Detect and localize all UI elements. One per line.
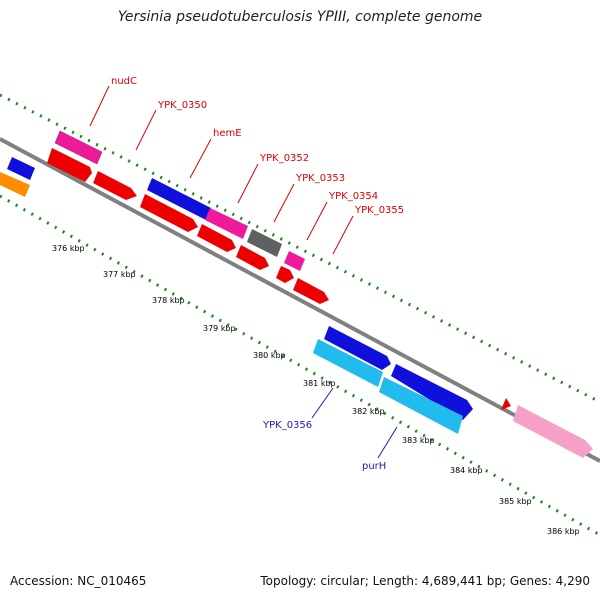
leader-line — [273, 183, 295, 223]
leader-line — [89, 85, 110, 127]
leader-line — [237, 163, 259, 204]
gene-label-ypk-0352[interactable]: YPK_0352 — [259, 153, 309, 164]
tick-label: 382 kbp — [352, 407, 385, 416]
topology-text: Topology: circular; Length: 4,689,441 bp… — [260, 574, 590, 588]
gene-arrow-red[interactable] — [47, 148, 92, 182]
gene-arrow-red[interactable] — [293, 278, 329, 304]
leader-line — [306, 201, 328, 241]
genome-backbone — [0, 137, 600, 463]
gene-arrow-gray[interactable] — [247, 229, 282, 257]
gene-label-ypk-0354[interactable]: YPK_0354 — [328, 191, 378, 202]
gene-arrow-orange[interactable] — [0, 172, 30, 197]
gene-arrows-middle — [0, 148, 511, 410]
gene-label-ypk-0353[interactable]: YPK_0353 — [295, 173, 345, 184]
gene-arrows-lower — [313, 326, 593, 458]
gene-label-purh[interactable]: purH — [362, 461, 386, 472]
accession-text: Accession: NC_010465 — [10, 574, 147, 588]
gene-arrow-red[interactable] — [197, 224, 236, 252]
leader-line — [189, 138, 212, 179]
gene-label-ypk-0355[interactable]: YPK_0355 — [354, 205, 404, 216]
tick-label: 381 kbp — [303, 379, 336, 388]
outer-tick-track — [0, 93, 600, 404]
gene-arrow-red[interactable] — [501, 398, 511, 410]
page-title: Yersinia pseudotuberculosis YPIII, compl… — [117, 9, 483, 25]
leader-line — [135, 109, 157, 151]
leader-line — [377, 426, 398, 459]
tick-label: 384 kbp — [450, 466, 483, 475]
tick-label: 376 kbp — [52, 244, 85, 253]
tick-label: 379 kbp — [203, 324, 236, 333]
gene-arrow-blue[interactable] — [324, 326, 391, 370]
gene-arrow-cyan[interactable] — [313, 339, 383, 387]
gene-arrow-red[interactable] — [93, 171, 137, 200]
gene-label-ypk-0350[interactable]: YPK_0350 — [157, 100, 207, 111]
tick-label: 377 kbp — [103, 270, 136, 279]
leader-line — [311, 387, 334, 419]
gene-arrow-magenta[interactable] — [54, 130, 103, 165]
gene-label-nudc[interactable]: nudC — [111, 76, 137, 87]
gene-arrow-red[interactable] — [276, 266, 294, 283]
gene-arrow-red[interactable] — [236, 245, 269, 270]
leader-line — [332, 215, 354, 255]
gene-arrow-cyan[interactable] — [379, 377, 463, 434]
gene-arrow-pink[interactable] — [513, 405, 593, 458]
gene-arrow-magenta[interactable] — [284, 251, 305, 271]
tick-label: 386 kbp — [547, 527, 580, 536]
tick-label: 383 kbp — [402, 436, 435, 445]
gene-label-ypk-0356[interactable]: YPK_0356 — [262, 420, 312, 431]
gene-arrows-upper — [7, 130, 305, 271]
gene-arrow-magenta[interactable] — [205, 208, 248, 239]
gene-label-heme[interactable]: hemE — [213, 128, 242, 139]
gene-arrow-blue[interactable] — [7, 157, 35, 180]
tick-label: 378 kbp — [152, 296, 185, 305]
inner-tick-track — [0, 194, 600, 537]
gene-arrow-red[interactable] — [140, 194, 198, 232]
tick-label: 385 kbp — [499, 497, 532, 506]
tick-label: 380 kbp — [253, 351, 286, 360]
gene-arrow-blue[interactable] — [147, 178, 211, 220]
gene-arrow-blue[interactable] — [391, 364, 473, 420]
